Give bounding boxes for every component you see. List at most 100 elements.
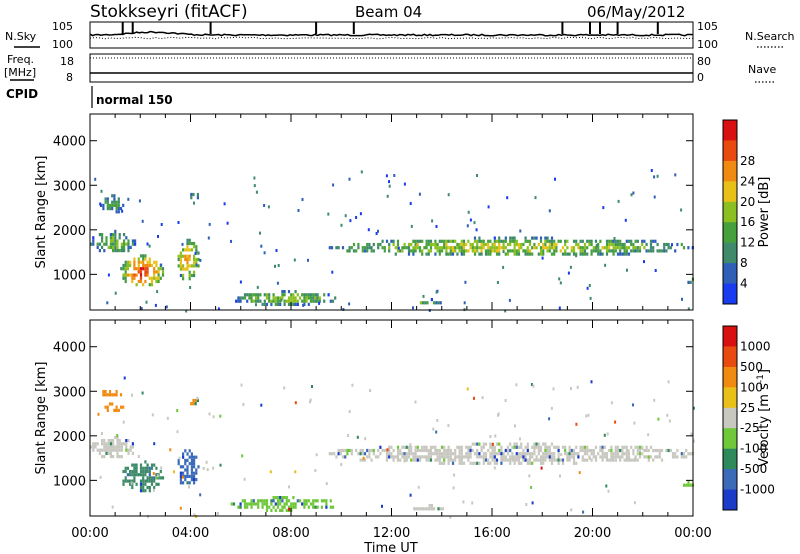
power-cell xyxy=(192,192,195,197)
power-cell xyxy=(506,249,510,253)
power-cell xyxy=(259,299,262,303)
velocity-cell xyxy=(196,396,199,400)
xtick-label: 08:00 xyxy=(272,526,309,541)
power-cell xyxy=(248,296,251,300)
power-cell xyxy=(586,252,589,256)
velocity-cell xyxy=(544,452,547,456)
velocity-cell xyxy=(537,452,540,456)
freq-label: Freq. xyxy=(7,53,34,66)
velocity-cell xyxy=(114,435,117,439)
power-cell xyxy=(572,252,576,256)
power-cell xyxy=(294,299,297,303)
velocity-cell xyxy=(583,458,587,462)
power-cell xyxy=(188,248,191,252)
velocity-cell xyxy=(133,476,136,480)
power-cell xyxy=(188,273,191,278)
velocity-cell xyxy=(186,452,189,456)
power-cell xyxy=(394,252,397,256)
velocity-cell xyxy=(350,452,353,456)
power-cell xyxy=(539,239,543,243)
power-cell xyxy=(357,242,360,247)
velocity-cell xyxy=(578,471,581,475)
velocity-cell xyxy=(257,499,260,503)
velocity-cell xyxy=(102,390,105,394)
velocity-cell xyxy=(169,448,172,452)
power-cell xyxy=(381,239,384,243)
power-cell xyxy=(469,246,472,250)
power-cell xyxy=(412,252,415,256)
velocity-cell xyxy=(440,461,444,465)
velocity-cell xyxy=(320,505,324,509)
velocity-cell xyxy=(257,502,260,506)
power-cell xyxy=(407,246,411,250)
power-cell xyxy=(137,267,140,271)
velocity-cell xyxy=(418,458,422,462)
power-cell xyxy=(638,249,642,253)
power-cell xyxy=(493,239,496,243)
power-cell xyxy=(186,267,189,271)
velocity-cell xyxy=(109,448,112,452)
power-cell xyxy=(237,299,240,303)
velocity-cell xyxy=(118,448,121,452)
velocity-cell xyxy=(559,474,561,478)
velocity-cell xyxy=(119,405,123,409)
power-cell xyxy=(451,249,455,253)
power-cell xyxy=(663,246,666,250)
velocity-cell xyxy=(366,455,369,459)
velocity-cell xyxy=(92,442,95,446)
power-cell xyxy=(274,264,276,268)
velocity-cell xyxy=(524,452,527,456)
velocity-cell xyxy=(325,505,328,509)
velocity-cell xyxy=(513,458,516,462)
velocity-cell xyxy=(535,445,538,449)
velocity-cell xyxy=(462,455,466,459)
velocity-cell xyxy=(190,462,193,466)
velocity-cell xyxy=(124,469,127,474)
power-cell xyxy=(155,263,158,268)
velocity-cell xyxy=(658,448,661,453)
velocity-cell xyxy=(144,460,147,464)
power-cell xyxy=(274,302,277,306)
power-cell xyxy=(445,239,448,243)
velocity-cell xyxy=(636,458,639,462)
power-cell xyxy=(113,194,116,198)
velocity-cell xyxy=(542,458,545,462)
velocity-cell xyxy=(385,455,389,459)
velocity-cell xyxy=(186,468,189,472)
velocity-cell xyxy=(632,448,635,453)
power-cell xyxy=(161,270,165,274)
velocity-cell xyxy=(112,442,115,446)
power-cell xyxy=(150,263,154,268)
velocity-cell xyxy=(454,455,457,459)
velocity-cell xyxy=(410,445,413,449)
velocity-cell xyxy=(361,458,364,462)
velocity-cell xyxy=(533,452,536,456)
velocity-cell xyxy=(116,455,119,459)
power-cell xyxy=(190,273,193,278)
power-cell xyxy=(658,249,661,253)
velocity-cell xyxy=(489,452,492,456)
velocity-cell xyxy=(614,448,617,453)
velocity-cell xyxy=(152,472,155,475)
velocity-cell xyxy=(621,455,624,459)
power-cell xyxy=(493,236,496,240)
power-cell xyxy=(513,252,516,256)
velocity-cell xyxy=(548,417,551,421)
power-cell xyxy=(438,246,441,250)
velocity-cell xyxy=(500,452,503,456)
power-cell xyxy=(188,238,191,242)
velocity-cell xyxy=(131,442,134,446)
velocity-cell xyxy=(587,413,590,417)
power-cell xyxy=(114,249,117,253)
velocity-cell xyxy=(487,458,490,462)
power-cell xyxy=(427,239,430,243)
velocity-cell xyxy=(462,461,466,465)
velocity-cell xyxy=(190,474,193,478)
velocity-cell xyxy=(524,458,527,462)
power-cell xyxy=(449,246,452,250)
velocity-cell xyxy=(608,448,611,453)
velocity-cell xyxy=(537,458,540,462)
power-cell xyxy=(121,209,124,213)
velocity-cell xyxy=(341,455,345,459)
power-cell xyxy=(553,242,556,247)
